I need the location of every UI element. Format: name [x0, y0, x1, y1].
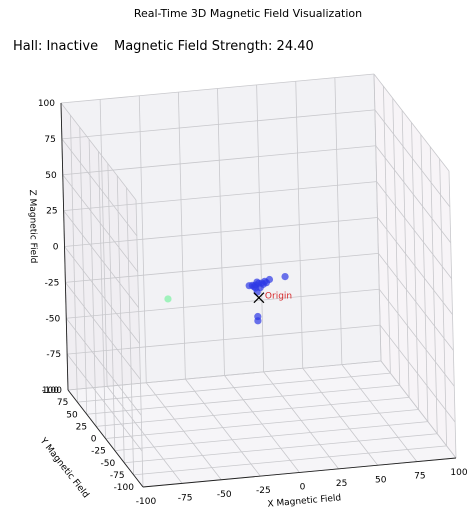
z-tick-label: 75 [44, 135, 55, 145]
y-tick-label: -50 [101, 459, 116, 469]
x-axis-label: X Magnetic Field [267, 493, 341, 509]
origin-marker [253, 292, 265, 304]
z-tick-label: -100 [42, 386, 63, 396]
z-tick-label: 0 [53, 243, 59, 253]
y-axis-label: Y Magnetic Field [37, 436, 91, 501]
grid-line-y-floor [105, 409, 419, 439]
x-tick-label: 50 [375, 475, 387, 485]
grid-line-z-left [65, 282, 141, 380]
origin-label: Origin [265, 292, 292, 302]
data-points: Origin [164, 273, 292, 325]
data-point [262, 279, 270, 287]
grid-line-z-right [378, 253, 454, 351]
grid-line-z-left [60, 102, 137, 201]
data-point [253, 278, 261, 286]
grid-line-z-back [66, 288, 380, 319]
grid-line-z-right [374, 109, 451, 208]
grid-line-z-back [61, 109, 375, 140]
y-tick-label: -75 [110, 471, 125, 481]
x-tick-label: -75 [178, 493, 193, 503]
grid-line-z-right [378, 289, 455, 387]
grid-line-z-left [65, 318, 142, 416]
grid-line-z-left [63, 210, 139, 308]
data-point [251, 284, 260, 292]
grid-line-z-right [373, 73, 450, 172]
grid-line-z-back [62, 145, 376, 176]
grid-line-y-floor [124, 433, 438, 464]
y-tick-label: 75 [57, 398, 68, 408]
z-tick-label: -25 [45, 278, 60, 288]
tick-labels: -100 -75 -50 -25 0 25 50 75 100-100-75-50-250255… [38, 99, 468, 507]
x-tick-label: 25 [336, 479, 347, 489]
data-point [281, 273, 289, 281]
grid-line-z-right [379, 324, 456, 423]
chart-title: Real-Time 3D Magnetic Field Visualizatio… [134, 7, 362, 20]
grid-line-z-back [63, 181, 377, 212]
grid-line-y-floor [133, 445, 447, 476]
hall-status: Hall: Inactive [13, 39, 98, 54]
grid-line-z-right [376, 181, 452, 279]
x-axis-line [142, 457, 457, 488]
z-tick-label: 25 [46, 207, 57, 217]
grid-line-z-back [67, 324, 381, 355]
z-tick-label: 100 [38, 99, 55, 109]
axis-lines [60, 102, 457, 488]
grid-line-y-floor [114, 421, 428, 452]
z-axis-label: Z Magnetic Field [27, 189, 38, 263]
x-tick-label: 0 [300, 483, 306, 493]
x-tick-label: -25 [256, 486, 271, 496]
y-tick-label: 50 [66, 410, 78, 420]
data-point [254, 317, 262, 325]
grid-line-z-left [61, 138, 138, 237]
y-axis-line [67, 389, 144, 488]
grid-line-y-floor [96, 396, 410, 427]
x-tick-label: -100 [136, 497, 157, 507]
grid-line-z-left [62, 174, 139, 272]
grid-lines [60, 73, 457, 488]
grid-line-z-back [64, 217, 378, 247]
y-tick-label: -25 [91, 447, 106, 457]
y-tick-label: -100 [114, 483, 135, 493]
grid-line-z-back [60, 73, 375, 104]
data-point [164, 295, 172, 303]
grid-line-z-left [66, 353, 143, 452]
grid-line-y-floor [77, 372, 391, 403]
y-tick-label: 100 [42, 386, 59, 396]
z-tick-label: -50 [46, 314, 61, 324]
y-tick-label: 25 [76, 422, 87, 432]
z-tick-label: -75 [46, 350, 61, 360]
grid-line-z-right [377, 217, 453, 315]
grid-line-y-floor [86, 384, 400, 415]
x-tick-label: -50 [217, 490, 232, 500]
field-strength: Magnetic Field Strength: 24.40 [114, 39, 314, 54]
x-tick-label: 100 [450, 468, 467, 478]
grid-line-z-back [65, 252, 379, 283]
z-tick-label: 50 [45, 171, 57, 181]
grid-line-z-left [64, 246, 140, 344]
grid-line-z-right [380, 360, 457, 459]
x-tick-label: 75 [414, 472, 425, 482]
y-tick-label: 0 [91, 435, 97, 445]
grid-line-z-back [67, 360, 382, 391]
grid-line-z-right [375, 145, 452, 243]
z-axis-line [60, 102, 69, 391]
